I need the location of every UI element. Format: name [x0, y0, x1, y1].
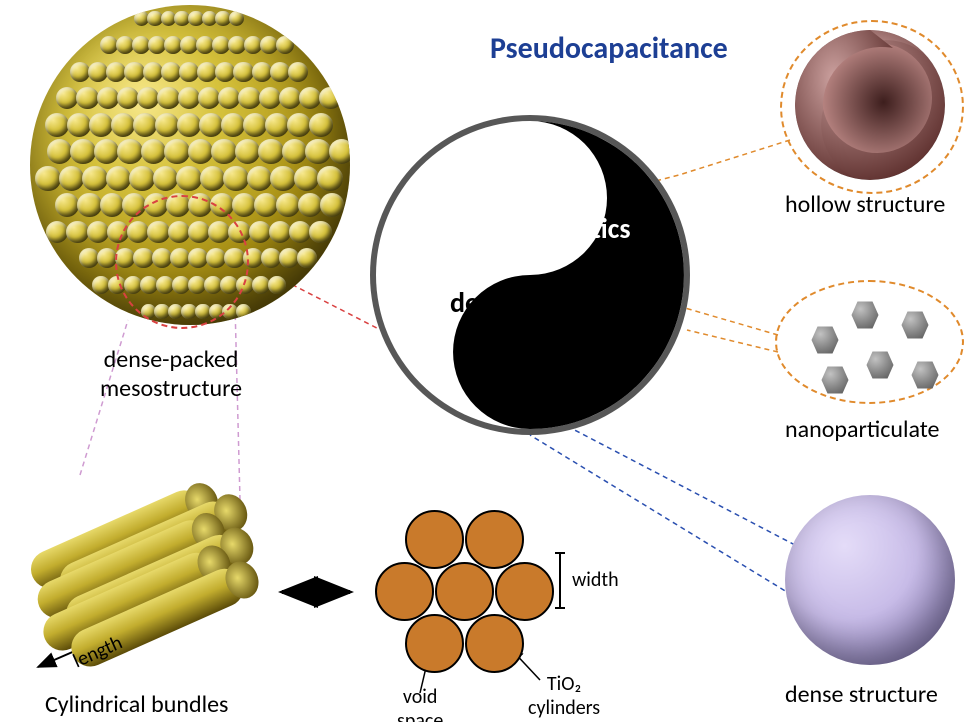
- diagram-canvas: Pseudocapacitance: [0, 0, 969, 722]
- nanoparticulate-label: nanoparticulate: [785, 415, 939, 444]
- mesosphere-callout-circle: [115, 195, 249, 329]
- width-label: width: [572, 568, 619, 592]
- hollow-label: hollow structure: [785, 190, 945, 219]
- yinyang-symbol: density kinetics: [370, 115, 690, 435]
- void-label: void space: [397, 685, 443, 722]
- density-label: density: [450, 285, 535, 320]
- mesosphere-label: dense-packed mesostructure: [100, 345, 242, 403]
- nanoparticle-group: [795, 290, 955, 400]
- hollow-sphere: [795, 30, 945, 180]
- kinetics-label: kinetics: [542, 211, 631, 246]
- bundle-group: [30, 480, 270, 670]
- packing-group: [365, 510, 565, 680]
- dense-sphere: [785, 495, 955, 665]
- tio2-label: TiO₂ cylinders: [528, 672, 600, 720]
- dense-label: dense structure: [785, 680, 938, 709]
- bundles-label: Cylindrical bundles: [45, 690, 228, 719]
